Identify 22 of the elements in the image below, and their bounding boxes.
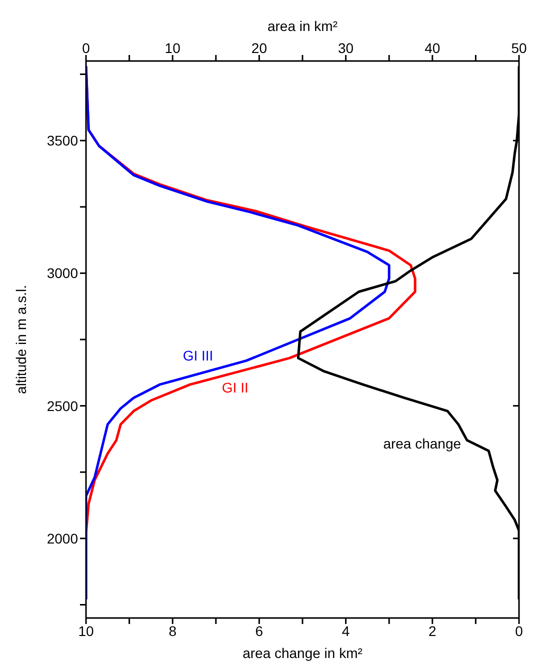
x2-tick-label: 20 xyxy=(251,40,268,56)
y-tick-label: 3000 xyxy=(46,265,78,282)
x2-tick-label: 40 xyxy=(424,40,440,56)
x-tick-label: 10 xyxy=(78,622,94,639)
series-label: GI II xyxy=(222,380,248,396)
y-tick-label: 3500 xyxy=(46,132,78,149)
x-axis-title: area change in km² xyxy=(242,645,363,661)
y-tick-label: 2500 xyxy=(46,398,78,414)
x-tick-label: 2 xyxy=(428,622,436,639)
series-label: area change xyxy=(383,435,462,452)
x-tick-label: 4 xyxy=(342,622,350,639)
x-tick-label: 6 xyxy=(255,622,264,639)
y-axis-title: altitude in m a.s.l. xyxy=(12,285,29,394)
x-tick-label: 0 xyxy=(515,622,524,639)
x2-tick-label: 10 xyxy=(164,40,181,56)
series-label: GI III xyxy=(182,348,214,364)
x2-axis-title: area in km² xyxy=(267,18,338,34)
y-tick-label: 2000 xyxy=(46,530,78,546)
x-tick-label: 8 xyxy=(168,622,177,639)
x2-tick-label: 50 xyxy=(511,40,527,56)
x2-tick-label: 30 xyxy=(338,40,354,56)
x2-tick-label: 0 xyxy=(82,40,90,56)
